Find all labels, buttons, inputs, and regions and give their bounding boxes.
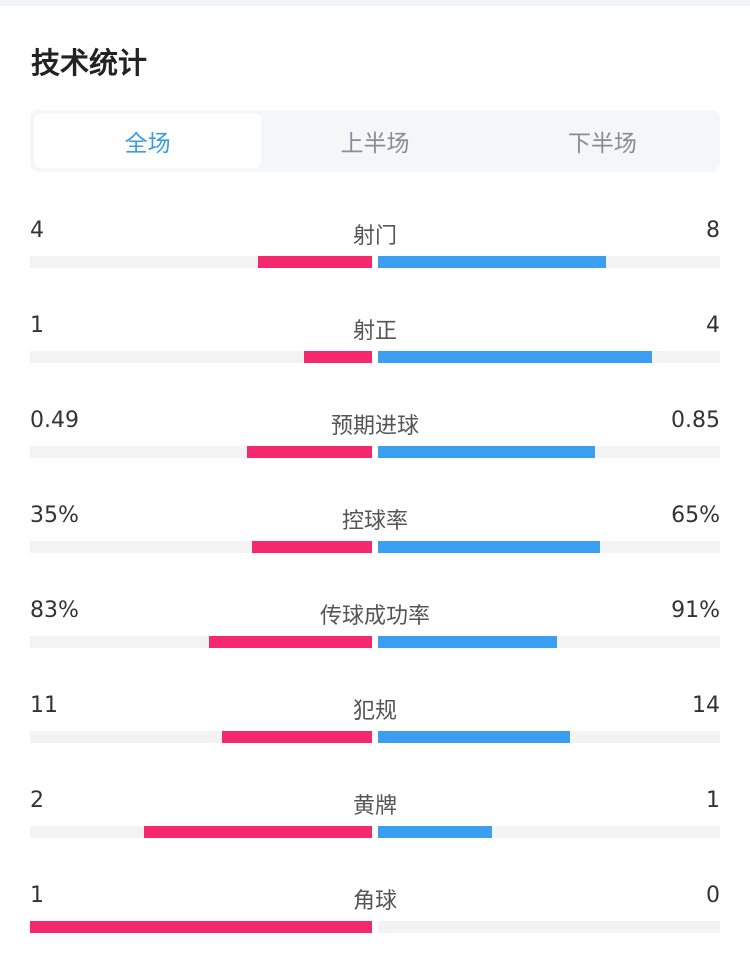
away-bar-track [378,256,720,268]
home-bar-track [30,351,372,363]
home-bar-track [30,921,372,933]
away-value: 14 [692,693,720,718]
home-bar [252,541,372,553]
away-bar-track [378,446,720,458]
tab-full-match[interactable]: 全场 [34,114,262,168]
stat-label: 预期进球 [330,414,419,439]
stat-label: 控球率 [341,509,408,534]
home-value: 1 [30,883,44,908]
stat-label: 射门 [352,224,397,249]
away-value: 4 [706,313,720,338]
tab-second-half[interactable]: 下半场 [567,131,637,157]
stat-row: 4 射门 8 [30,218,720,278]
home-bar [30,921,372,933]
away-bar-track [378,731,720,743]
home-value: 11 [30,693,58,718]
away-bar [378,351,652,363]
period-tabs: 全场 上半场 下半场 [30,110,720,172]
home-bar [246,446,372,458]
home-value: 1 [30,313,44,338]
stat-row: 83% 传球成功率 91% [30,598,720,658]
away-bar-track [378,541,720,553]
away-bar [378,256,606,268]
away-bar [378,446,595,458]
stat-row: 2 黄牌 1 [30,788,720,848]
home-bar-track [30,731,372,743]
away-bar [378,731,570,743]
home-bar-track [30,446,372,458]
top-divider [0,0,750,6]
home-bar [221,731,372,743]
away-bar-track [378,636,720,648]
away-value: 8 [706,218,720,243]
away-bar-track [378,351,720,363]
stat-label: 黄牌 [352,794,397,819]
away-bar [378,636,557,648]
stat-label: 角球 [352,889,397,914]
away-bar-track [378,826,720,838]
stat-row: 1 射正 4 [30,313,720,373]
stat-row: 0.49 预期进球 0.85 [30,408,720,468]
home-bar [144,826,372,838]
home-value: 83% [30,598,79,623]
home-bar-track [30,256,372,268]
stat-label: 犯规 [352,699,397,724]
stat-row: 1 角球 0 [30,883,720,943]
away-value: 0.85 [671,408,720,433]
home-value: 35% [30,503,79,528]
home-bar [303,351,372,363]
away-bar-track [378,921,720,933]
away-bar [378,826,492,838]
home-bar [208,636,372,648]
stat-row: 35% 控球率 65% [30,503,720,563]
home-value: 2 [30,788,44,813]
away-value: 0 [706,883,720,908]
home-bar-track [30,826,372,838]
away-value: 65% [671,503,720,528]
home-bar [258,256,372,268]
stat-label: 射正 [352,319,397,344]
home-value: 0.49 [30,408,79,433]
away-value: 1 [706,788,720,813]
page-title: 技术统计 [31,46,148,80]
stat-row: 11 犯规 14 [30,693,720,753]
away-bar [378,541,601,553]
home-value: 4 [30,218,44,243]
stat-label: 传球成功率 [319,604,430,629]
tab-first-half[interactable]: 上半场 [340,131,410,157]
home-bar-track [30,541,372,553]
away-value: 91% [671,598,720,623]
home-bar-track [30,636,372,648]
